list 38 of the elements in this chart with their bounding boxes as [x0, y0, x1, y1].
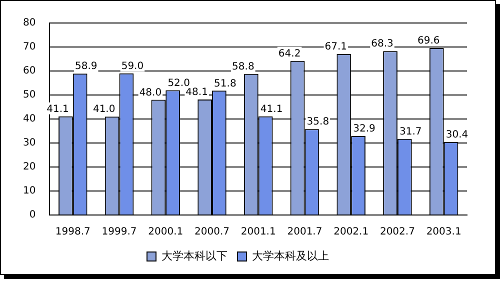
x-tick-label: 2001.7: [287, 226, 322, 238]
data-label: 51.8: [214, 78, 236, 90]
data-label: 35.8: [306, 116, 330, 128]
x-tick-label: 2003.1: [426, 226, 462, 238]
data-label: 67.1: [324, 42, 348, 53]
data-label: 31.7: [400, 126, 422, 138]
y-tick-label: 50: [22, 90, 36, 101]
data-label: 41.1: [260, 104, 283, 115]
x-tick-label: 2000.1: [148, 226, 184, 238]
legend-label: 大学本科及以上: [252, 249, 329, 262]
data-label: 69.6: [418, 36, 440, 47]
x-tick-label: 2002.1: [334, 226, 369, 238]
data-label: 41.1: [46, 104, 69, 115]
y-tick-label: 20: [22, 162, 36, 173]
x-tick-label: 2000.7: [194, 226, 230, 238]
data-label: 30.4: [446, 130, 468, 141]
y-tick-label: 80: [22, 18, 36, 29]
y-tick-label: 70: [22, 42, 36, 53]
y-tick-label: 30: [22, 138, 36, 149]
data-label: 52.0: [168, 78, 190, 89]
y-tick-label: 60: [22, 66, 36, 77]
y-tick-label: 0: [29, 210, 36, 221]
legend-label: 大学本科以下: [162, 249, 228, 262]
data-label: 32.9: [353, 124, 376, 135]
data-label: 64.2: [278, 48, 301, 60]
data-label: 48.1: [186, 87, 208, 98]
data-label: 41.0: [92, 104, 116, 116]
data-label: 48.0: [139, 87, 162, 98]
y-tick-label: 40: [22, 114, 36, 125]
x-tick-label: 1999.7: [102, 226, 137, 238]
x-tick-label: 2001.1: [240, 226, 276, 238]
data-label: 58.9: [74, 61, 98, 72]
x-tick-label: 2002.7: [380, 226, 415, 238]
x-tick-label: 1998.7: [55, 226, 90, 238]
data-label: 58.8: [232, 61, 254, 72]
data-label: 68.3: [371, 38, 394, 50]
data-label: 59.0: [121, 60, 144, 72]
y-tick-label: 10: [22, 186, 36, 197]
